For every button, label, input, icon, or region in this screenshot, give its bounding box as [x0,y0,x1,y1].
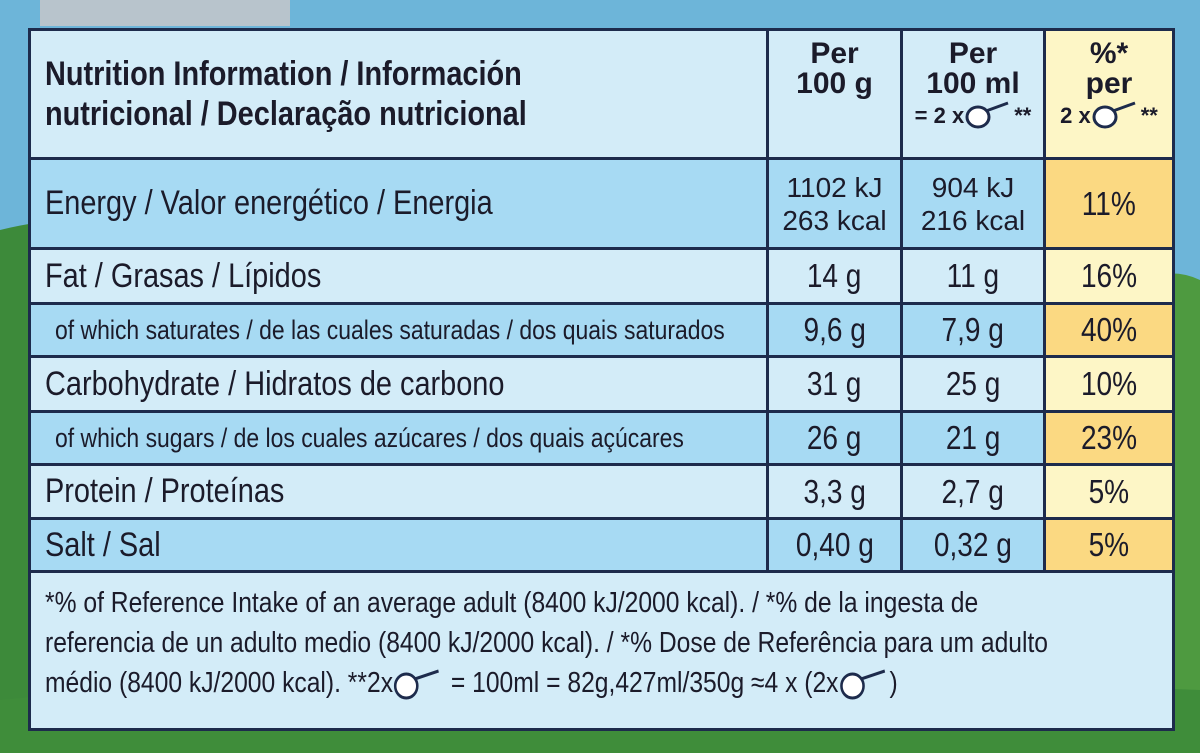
nutrient-row: of which saturates / de las cuales satur… [28,302,1175,358]
col-header-text: = 2 x [914,103,965,128]
nutrient-row: Fat / Grasas / Lípidos 14 g 11 g 16% [28,247,1175,305]
scoop-icon [394,669,440,700]
percent-cell: 11% [1043,157,1175,250]
value-text: 216 kcal [920,204,1026,236]
value-text: 7,9 g [941,311,1005,348]
col-header: Per 100 ml = 2 x ** [900,28,1046,160]
value-text: 11 g [946,257,1000,294]
nutrient-label: Salt / Sal [28,517,769,573]
label-text: Protein / Proteínas [45,472,285,510]
percent-text: 23% [1080,419,1138,456]
scoop-icon [839,669,885,700]
label-text: Fat / Grasas / Lípidos [45,256,322,295]
value-text: 0,32 g [934,526,1012,563]
col-header-text: per [1085,67,1133,100]
nutrient-row: Carbohydrate / Hidratos de carbono 31 g 25… [28,355,1175,413]
rows: Energy / Valor energético / Energia 1102 … [28,157,1175,573]
col-header-text: Per [810,37,859,70]
value-text: 25 g [945,365,1001,402]
col-header-text: ** [1140,103,1158,128]
value-cell: 21 g [900,410,1046,466]
percent-cell: 10% [1043,355,1175,413]
value-cell: 3,3 g [766,463,903,520]
value-text: 26 g [807,419,862,456]
footnote-line: médio (8400 kJ/2000 kcal). **2x = 100ml … [45,663,898,703]
scoop-icon [1092,101,1136,129]
footnote: *% of Reference Intake of an average adu… [28,570,1175,731]
nutrient-label: Fat / Grasas / Lípidos [28,247,769,305]
col-header: %* per 2 x ** [1043,28,1175,160]
percent-text: 10% [1080,365,1138,402]
nutrient-label: of which sugars / de los cuales azúcares… [28,410,769,466]
value-text: 263 kcal [782,204,887,236]
value-cell: 26 g [766,410,903,466]
value-cell: 31 g [766,355,903,413]
percent-cell: 5% [1043,463,1175,520]
footnote-line: *% of Reference Intake of an average adu… [45,587,979,619]
header-title: Nutrition Information / Información nutr… [28,28,769,160]
value-text: 904 kJ [931,171,1015,203]
col-header-text: %* [1089,37,1129,70]
title-line: Nutrition Information / Información [45,55,522,93]
percent-text: 11% [1081,184,1137,222]
nutrient-label: Protein / Proteínas [28,463,769,520]
col-header: Per 100 g [766,28,903,160]
nutrient-label: Energy / Valor energético / Energia [28,157,769,250]
value-cell: 904 kJ 216 kcal [900,157,1046,250]
footnote-line: referencia de un adulto medio (8400 kJ/2… [45,627,1049,659]
col-header-text: 100 g [796,67,873,100]
label-text: of which sugars / de los cuales azúcares… [55,422,684,453]
nutrition-table: Nutrition Information / Información nutr… [28,28,1175,731]
percent-text: 5% [1088,526,1130,563]
percent-cell: 5% [1043,517,1175,573]
percent-text: 40% [1080,311,1138,348]
nutrient-row: of which sugars / de los cuales azúcares… [28,410,1175,466]
nutrient-row: Salt / Sal 0,40 g 0,32 g 5% [28,517,1175,573]
value-text: 14 g [807,257,862,294]
col-header-text: 100 ml [926,67,1020,100]
value-text: 9,6 g [803,311,866,348]
label-text: of which saturates / de las cuales satur… [55,314,725,345]
col-header-text: 2 x [1060,103,1091,128]
col-header-text: Per [948,37,998,70]
nutrient-row: Protein / Proteínas 3,3 g 2,7 g 5% [28,463,1175,520]
nutrient-label: of which saturates / de las cuales satur… [28,302,769,358]
value-cell: 25 g [900,355,1046,413]
label-text: Energy / Valor energético / Energia [45,184,493,222]
value-cell: 2,7 g [900,463,1046,520]
value-cell: 7,9 g [900,302,1046,358]
footnote-text: médio (8400 kJ/2000 kcal). **2x [45,667,394,699]
percent-cell: 23% [1043,410,1175,466]
nutrient-label: Carbohydrate / Hidratos de carbono [28,355,769,413]
scoop-icon [965,101,1009,129]
value-cell: 0,32 g [900,517,1046,573]
value-text: 0,40 g [795,526,874,563]
value-text: 2,7 g [941,472,1005,510]
value-text: 1102 kJ [786,171,883,203]
footnote-text: ) [889,667,898,699]
percent-text: 16% [1080,257,1138,294]
percent-cell: 16% [1043,247,1175,305]
nutrition-panel: Nutrition Information / Información nutr… [28,28,1175,731]
value-text: 3,3 g [803,472,866,510]
nutrient-row: Energy / Valor energético / Energia 1102 … [28,157,1175,250]
footnote-text: = 100ml = 82g,427ml/350g ≈4 x (2x [450,667,839,699]
value-cell: 9,6 g [766,302,903,358]
value-text: 21 g [945,419,1001,456]
value-cell: 14 g [766,247,903,305]
percent-text: 5% [1088,472,1130,510]
label-text: Carbohydrate / Hidratos de carbono [45,364,505,403]
value-cell: 1102 kJ 263 kcal [766,157,903,250]
label-text: Salt / Sal [45,525,161,564]
title-line: nutricional / Declaração nutricional [45,95,527,133]
value-text: 31 g [807,365,862,402]
percent-cell: 40% [1043,302,1175,358]
col-header-text: ** [1014,103,1032,128]
value-cell: 0,40 g [766,517,903,573]
value-cell: 11 g [900,247,1046,305]
